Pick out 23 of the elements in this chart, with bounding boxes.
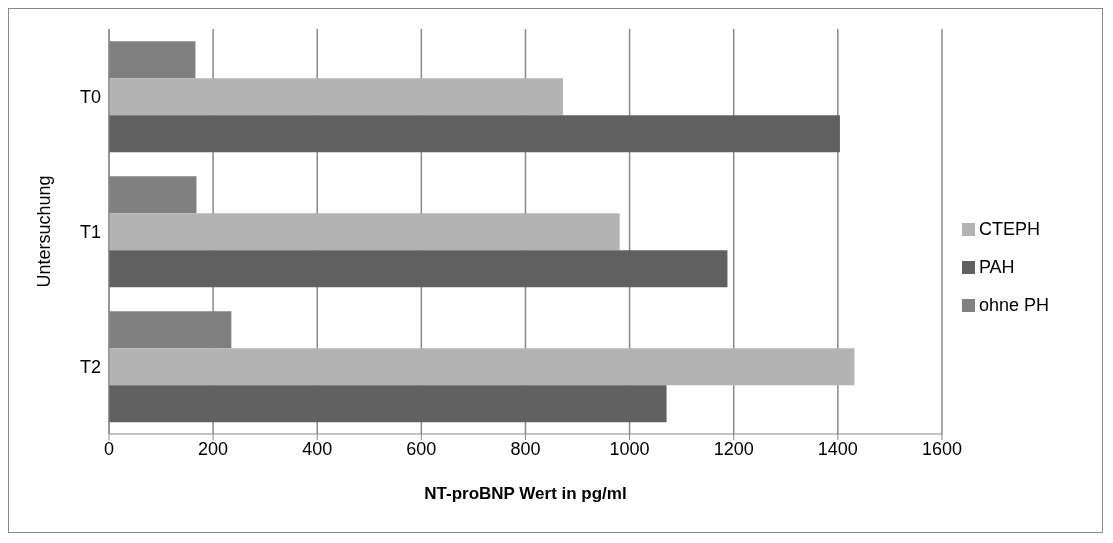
y-tick-label: T1 [79, 221, 101, 242]
x-tick-label: 600 [406, 438, 437, 459]
x-axis-title: NT-proBNP Wert in pg/ml [424, 484, 627, 503]
x-tick-label: 800 [510, 438, 541, 459]
bar [109, 213, 620, 251]
x-tick-label: 0 [103, 438, 115, 459]
y-tick-label: T2 [79, 356, 101, 377]
bar [109, 385, 667, 423]
y-axis-title: Untersuchung [34, 175, 55, 288]
y-tick-label: T0 [79, 86, 101, 107]
x-tick-label: 200 [198, 438, 229, 459]
x-tick-label: 1600 [921, 438, 962, 459]
bar [109, 115, 840, 153]
legend-label: CTEPH [978, 218, 1040, 239]
x-tick-label: 1400 [817, 438, 858, 459]
bar [109, 250, 728, 288]
legend-label: ohne PH [978, 294, 1049, 315]
x-tick-label: 1200 [713, 438, 754, 459]
x-tick-label: 1000 [609, 438, 650, 459]
x-tick-label: 400 [302, 438, 333, 459]
bar [109, 78, 563, 116]
legend-label: PAH [978, 256, 1015, 277]
bar [109, 348, 855, 386]
